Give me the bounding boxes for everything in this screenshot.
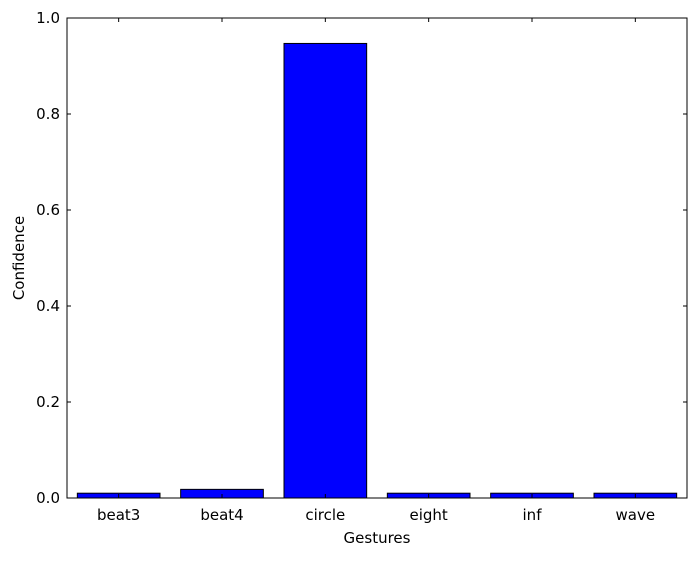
x-tick-label-circle: circle bbox=[305, 506, 345, 524]
x-tick-label-beat3: beat3 bbox=[97, 506, 140, 524]
x-tick-label-eight: eight bbox=[410, 506, 448, 524]
bar-circle bbox=[283, 42, 368, 499]
y-tick-label-0: 0.0 bbox=[36, 489, 60, 507]
x-tick-label-beat4: beat4 bbox=[200, 506, 243, 524]
bars-layer bbox=[76, 42, 678, 499]
y-tick-label-3: 0.6 bbox=[36, 201, 60, 219]
y-axis-label: Confidence bbox=[10, 216, 28, 300]
y-tick-label-5: 1.0 bbox=[36, 9, 60, 27]
x-tick-label-wave: wave bbox=[616, 506, 656, 524]
plot-frame bbox=[66, 17, 688, 499]
y-tick-label-4: 0.8 bbox=[36, 105, 60, 123]
y-tick-label-1: 0.2 bbox=[36, 393, 60, 411]
y-tick-label-2: 0.4 bbox=[36, 297, 60, 315]
ticks-layer: beat3 beat4 circle eight inf wave 0.0 0.2 0.4 0.6… bbox=[36, 9, 687, 524]
x-tick-label-inf: inf bbox=[523, 506, 543, 524]
x-axis-label: Gestures bbox=[344, 529, 411, 547]
